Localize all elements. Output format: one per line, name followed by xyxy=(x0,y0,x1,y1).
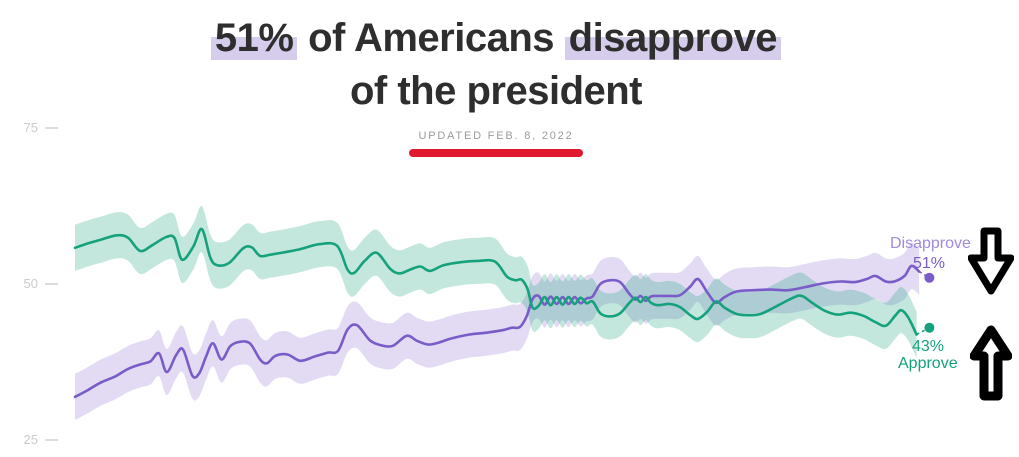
disapprove-end-value: 51% xyxy=(913,255,946,272)
disapprove-dash-connector xyxy=(918,270,930,279)
title-line2: of the president xyxy=(349,69,643,113)
updated-date: UPDATED FEB. 8, 2022 xyxy=(418,130,574,142)
y-tick-75: 75 xyxy=(12,120,58,135)
down-arrow-icon xyxy=(968,227,1014,295)
y-tick-dash xyxy=(45,282,58,285)
y-tick-dash xyxy=(45,438,58,441)
disapprove-end-label: Disapprove xyxy=(890,235,971,252)
red-marker-underline xyxy=(409,149,583,157)
chart-title: 51% of Americans disapprove of the presid… xyxy=(0,12,992,118)
y-tick-label: 50 xyxy=(23,276,38,291)
title-text: of Americans xyxy=(297,16,565,60)
y-tick-25: 25 xyxy=(12,432,58,447)
y-tick-dash xyxy=(45,126,58,129)
up-arrow-icon xyxy=(970,325,1012,401)
approve-end-label: Approve xyxy=(898,355,958,372)
y-tick-50: 50 xyxy=(12,276,58,291)
title-word-highlight: disapprove xyxy=(564,16,782,60)
approve-end-dot xyxy=(924,322,935,333)
title-stat-highlight: 51% xyxy=(210,16,298,60)
approve-line xyxy=(73,227,918,336)
y-tick-label: 75 xyxy=(23,120,38,135)
chart-header: 51% of Americans disapprove of the presid… xyxy=(0,12,992,157)
disapprove-end-dot xyxy=(924,272,935,283)
approve-confidence-band xyxy=(75,205,917,358)
disapprove-line xyxy=(73,264,921,399)
approve-end-value: 43% xyxy=(912,338,945,355)
y-tick-label: 25 xyxy=(23,432,38,447)
